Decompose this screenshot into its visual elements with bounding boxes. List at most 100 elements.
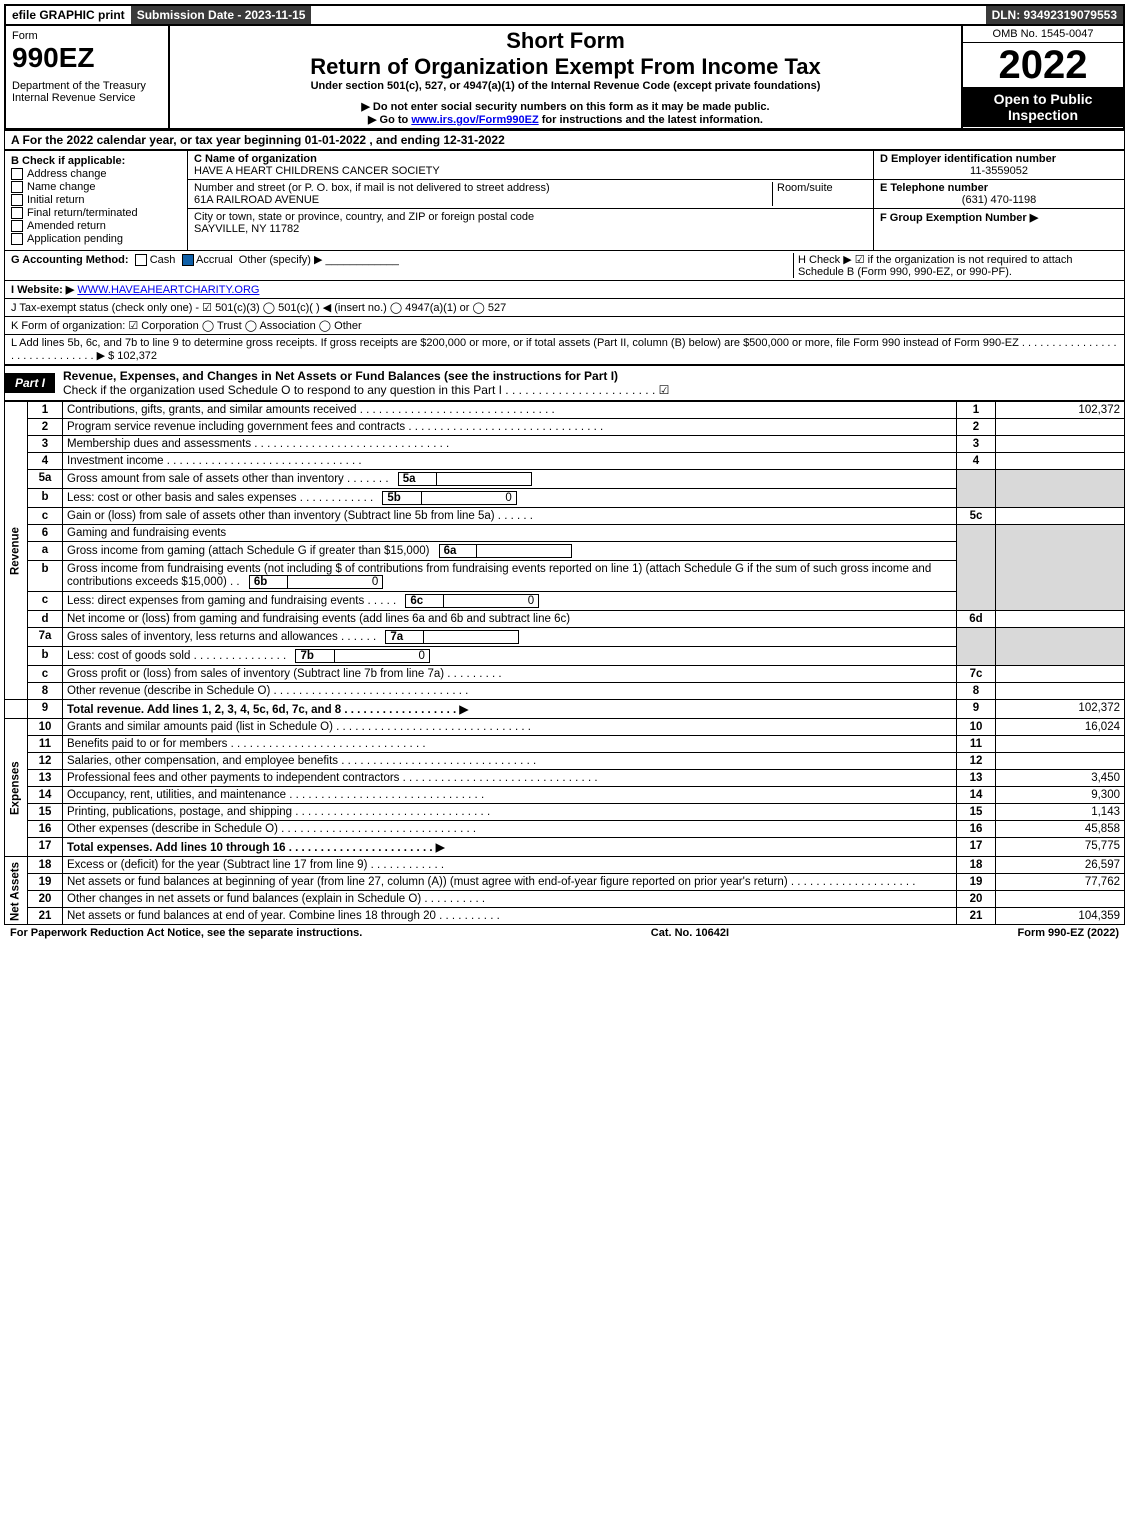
amt-1: 102,372 bbox=[996, 402, 1125, 419]
goto-link[interactable]: ▶ Go to www.irs.gov/Form990EZ for instru… bbox=[178, 113, 953, 126]
amt-9: 102,372 bbox=[996, 700, 1125, 719]
grey-6 bbox=[957, 525, 996, 611]
short-form-title: Short Form bbox=[178, 28, 953, 54]
txt-13: Professional fees and other payments to … bbox=[63, 770, 957, 787]
num-17: 17 bbox=[957, 838, 996, 857]
ln-10: 10 bbox=[28, 719, 63, 736]
omb-number: OMB No. 1545-0047 bbox=[963, 26, 1123, 43]
grey-5-amt bbox=[996, 470, 1125, 508]
txt-5c: Gain or (loss) from sale of assets other… bbox=[63, 508, 957, 525]
city-label: City or town, state or province, country… bbox=[194, 211, 534, 223]
ln-6c: c bbox=[28, 592, 63, 611]
num-5c: 5c bbox=[957, 508, 996, 525]
lbl-cash: Cash bbox=[150, 254, 176, 266]
chk-accrual[interactable] bbox=[182, 254, 194, 266]
txt-16: Other expenses (describe in Schedule O) bbox=[63, 821, 957, 838]
amt-6d bbox=[996, 611, 1125, 628]
row-g-h: G Accounting Method: Cash Accrual Other … bbox=[4, 251, 1125, 281]
txt-4: Investment income bbox=[63, 453, 957, 470]
ln-13: 13 bbox=[28, 770, 63, 787]
row-l-amount: 102,372 bbox=[117, 350, 157, 362]
part1-title-text: Revenue, Expenses, and Changes in Net As… bbox=[63, 369, 618, 383]
phone-value: (631) 470-1198 bbox=[880, 194, 1118, 206]
lbl-address-change: Address change bbox=[27, 168, 107, 180]
chk-final-return[interactable] bbox=[11, 207, 23, 219]
amt-10: 16,024 bbox=[996, 719, 1125, 736]
chk-application-pending[interactable] bbox=[11, 233, 23, 245]
chk-cash[interactable] bbox=[135, 254, 147, 266]
chk-name-change[interactable] bbox=[11, 181, 23, 193]
lbl-initial-return: Initial return bbox=[27, 194, 84, 206]
box-c: C Name of organization HAVE A HEART CHIL… bbox=[188, 151, 873, 250]
ln-16: 16 bbox=[28, 821, 63, 838]
chk-address-change[interactable] bbox=[11, 168, 23, 180]
ln-11: 11 bbox=[28, 736, 63, 753]
ein-value: 11-3559052 bbox=[880, 165, 1118, 177]
amt-17: 75,775 bbox=[996, 838, 1125, 857]
txt-5a: Gross amount from sale of assets other t… bbox=[63, 470, 957, 489]
num-9: 9 bbox=[957, 700, 996, 719]
dept-label: Department of the Treasury Internal Reve… bbox=[12, 80, 162, 104]
amt-7c bbox=[996, 666, 1125, 683]
lbl-accrual: Accrual bbox=[196, 254, 233, 266]
num-15: 15 bbox=[957, 804, 996, 821]
amt-8 bbox=[996, 683, 1125, 700]
ln-19: 19 bbox=[28, 874, 63, 891]
txt-6c: Less: direct expenses from gaming and fu… bbox=[63, 592, 957, 611]
topbar-spacer bbox=[311, 6, 985, 24]
num-12: 12 bbox=[957, 753, 996, 770]
row-l: L Add lines 5b, 6c, and 7b to line 9 to … bbox=[4, 335, 1125, 365]
box-b-title: B Check if applicable: bbox=[11, 155, 181, 167]
num-7c: 7c bbox=[957, 666, 996, 683]
txt-6: Gaming and fundraising events bbox=[63, 525, 957, 542]
website-label: I Website: ▶ bbox=[11, 284, 74, 296]
num-3: 3 bbox=[957, 436, 996, 453]
rev-blank bbox=[5, 700, 28, 719]
ln-5c: c bbox=[28, 508, 63, 525]
num-4: 4 bbox=[957, 453, 996, 470]
num-20: 20 bbox=[957, 891, 996, 908]
txt-1: Contributions, gifts, grants, and simila… bbox=[63, 402, 957, 419]
lbl-application-pending: Application pending bbox=[27, 233, 123, 245]
txt-3: Membership dues and assessments bbox=[63, 436, 957, 453]
num-1: 1 bbox=[957, 402, 996, 419]
row-h: H Check ▶ ☑ if the organization is not r… bbox=[793, 253, 1118, 278]
amt-19: 77,762 bbox=[996, 874, 1125, 891]
amt-14: 9,300 bbox=[996, 787, 1125, 804]
ln-1: 1 bbox=[28, 402, 63, 419]
amt-15: 1,143 bbox=[996, 804, 1125, 821]
ein-label: D Employer identification number bbox=[880, 153, 1056, 165]
ln-6: 6 bbox=[28, 525, 63, 542]
header-center: Short Form Return of Organization Exempt… bbox=[170, 26, 961, 128]
header-left: Form 990EZ Department of the Treasury In… bbox=[6, 26, 170, 128]
ln-7c: c bbox=[28, 666, 63, 683]
irs-link[interactable]: www.irs.gov/Form990EZ bbox=[411, 114, 538, 126]
num-14: 14 bbox=[957, 787, 996, 804]
amt-4 bbox=[996, 453, 1125, 470]
ln-8: 8 bbox=[28, 683, 63, 700]
chk-initial-return[interactable] bbox=[11, 194, 23, 206]
amt-2 bbox=[996, 419, 1125, 436]
footer: For Paperwork Reduction Act Notice, see … bbox=[4, 925, 1125, 941]
website-link[interactable]: WWW.HAVEAHEARTCHARITY.ORG bbox=[77, 284, 259, 296]
ln-4: 4 bbox=[28, 453, 63, 470]
num-8: 8 bbox=[957, 683, 996, 700]
grey-6-amt bbox=[996, 525, 1125, 611]
amt-5c bbox=[996, 508, 1125, 525]
grey-5 bbox=[957, 470, 996, 508]
txt-7b: Less: cost of goods sold . . . . . . . .… bbox=[63, 647, 957, 666]
row-l-text: L Add lines 5b, 6c, and 7b to line 9 to … bbox=[11, 337, 1117, 362]
subtitle: Under section 501(c), 527, or 4947(a)(1)… bbox=[178, 80, 953, 92]
ln-6a: a bbox=[28, 542, 63, 561]
room-label: Room/suite bbox=[777, 182, 833, 194]
txt-19: Net assets or fund balances at beginning… bbox=[63, 874, 957, 891]
ln-6d: d bbox=[28, 611, 63, 628]
footer-mid: Cat. No. 10642I bbox=[651, 927, 729, 939]
amt-3 bbox=[996, 436, 1125, 453]
row-a-tax-year: A For the 2022 calendar year, or tax yea… bbox=[4, 130, 1125, 150]
row-i: I Website: ▶ WWW.HAVEAHEARTCHARITY.ORG bbox=[4, 281, 1125, 299]
txt-11: Benefits paid to or for members bbox=[63, 736, 957, 753]
chk-amended-return[interactable] bbox=[11, 220, 23, 232]
txt-8: Other revenue (describe in Schedule O) bbox=[63, 683, 957, 700]
amt-18: 26,597 bbox=[996, 857, 1125, 874]
